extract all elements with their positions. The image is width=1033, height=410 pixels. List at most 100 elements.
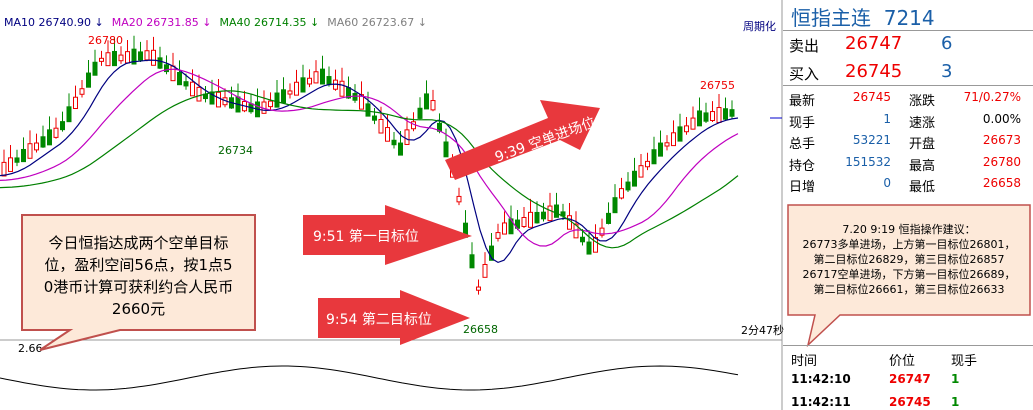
callout-line: 今日恒指达成两个空单目标 bbox=[48, 234, 229, 252]
candle bbox=[456, 195, 462, 203]
trade-cell: 11:42:10 bbox=[791, 372, 851, 386]
stat-value: 26658 bbox=[982, 176, 1021, 190]
candle bbox=[404, 129, 410, 145]
buy-label: 买入 bbox=[789, 65, 820, 83]
candle bbox=[378, 118, 384, 134]
stat-label: 开盘 bbox=[909, 137, 936, 152]
advice-line: 26717空单进场，下方第一目标位26689， bbox=[802, 268, 1016, 281]
candle bbox=[658, 142, 663, 157]
buy-qty: 3 bbox=[941, 61, 953, 82]
candle bbox=[131, 48, 137, 65]
candle bbox=[391, 139, 397, 146]
candle bbox=[547, 205, 553, 222]
trades-header: 现手 bbox=[951, 354, 978, 369]
trades-header: 价位 bbox=[889, 354, 916, 369]
candle bbox=[157, 57, 163, 69]
candle bbox=[138, 51, 143, 61]
price-label: 26658 bbox=[463, 323, 498, 336]
candle bbox=[619, 188, 624, 199]
arrow-target-1 bbox=[303, 205, 472, 265]
candle bbox=[112, 50, 117, 67]
candle bbox=[586, 241, 592, 255]
candle bbox=[183, 81, 189, 87]
period-label: 周期化 bbox=[743, 19, 776, 33]
candle bbox=[53, 127, 59, 138]
trades-header: 时间 bbox=[791, 354, 818, 369]
candle bbox=[443, 141, 449, 158]
ma-value: 26740.90 bbox=[38, 16, 92, 29]
candle bbox=[580, 236, 585, 243]
candle bbox=[534, 211, 540, 224]
candle bbox=[541, 211, 546, 220]
candle bbox=[567, 215, 572, 230]
candle bbox=[664, 142, 670, 147]
advice-text: 7.20 9:19 恒指操作建议： 26773多单进场，上方第一目标位26801，… bbox=[788, 222, 1030, 297]
trade-cell: 1 bbox=[951, 372, 960, 386]
candle bbox=[677, 126, 683, 142]
candle bbox=[118, 54, 124, 62]
candle bbox=[606, 212, 611, 224]
arrow-label: 9:51 第一目标位 bbox=[313, 228, 419, 245]
ma-value: 26731.85 bbox=[146, 16, 199, 29]
candle bbox=[34, 142, 39, 151]
ma-line bbox=[0, 365, 739, 391]
candle bbox=[729, 109, 735, 117]
candle bbox=[365, 103, 371, 117]
advice-line: 第二目标位26661，第三目标位26633 bbox=[813, 283, 1005, 296]
stat-value: 0 bbox=[883, 176, 891, 190]
candle bbox=[684, 125, 689, 133]
candle bbox=[99, 57, 104, 62]
callout-text: 今日恒指达成两个空单目标 位，盈利空间56点，按1点5 0港币计算可获利约合人民币 2… bbox=[22, 232, 255, 320]
candle bbox=[554, 204, 559, 218]
code: 7214 bbox=[883, 6, 935, 30]
divider bbox=[783, 85, 1033, 86]
candle bbox=[326, 76, 332, 86]
ma-item: MA40 26714.35 ↓ bbox=[219, 16, 319, 29]
candle bbox=[385, 127, 390, 142]
instrument: 恒指主连 bbox=[791, 6, 871, 30]
ma-value: 26723.67 bbox=[361, 16, 415, 29]
candle bbox=[521, 216, 527, 228]
candle bbox=[632, 170, 637, 187]
stat-label: 现手 bbox=[789, 115, 816, 131]
sell-label: 卖出 bbox=[789, 37, 820, 55]
candle bbox=[287, 90, 293, 95]
ma-line bbox=[0, 68, 739, 247]
candle bbox=[339, 80, 345, 97]
candle bbox=[164, 64, 169, 73]
candle bbox=[352, 93, 358, 101]
trade-cell: 26747 bbox=[889, 372, 931, 386]
candle bbox=[47, 129, 52, 146]
candle bbox=[313, 71, 319, 84]
candle bbox=[268, 100, 273, 108]
candle bbox=[651, 149, 657, 165]
candle bbox=[170, 65, 176, 82]
divider bbox=[783, 30, 1033, 31]
stat-label: 持仓 bbox=[789, 158, 816, 174]
ma-label: MA20 bbox=[111, 16, 143, 29]
ma-line bbox=[0, 90, 739, 249]
candle bbox=[424, 93, 429, 110]
divider bbox=[783, 345, 1033, 346]
candle bbox=[502, 222, 507, 235]
candle bbox=[105, 52, 111, 67]
arrows bbox=[303, 100, 600, 345]
candle bbox=[417, 107, 423, 119]
candle bbox=[716, 107, 722, 123]
candle bbox=[73, 96, 78, 110]
stat-value: 0.00% bbox=[982, 111, 1021, 126]
ma-item: MA60 26723.67 ↓ bbox=[327, 16, 427, 29]
chart-bg bbox=[0, 0, 782, 410]
stat-value: 151532 bbox=[845, 154, 891, 169]
candle bbox=[697, 110, 702, 127]
candle bbox=[645, 160, 650, 168]
advice-line: 26773多单进场，上方第一目标位26801， bbox=[802, 238, 1016, 251]
quote-panel: 恒指主连 7214 卖出 26747 6 买入 26745 3 最新 26745 涨… bbox=[783, 0, 1033, 410]
ma-arrow: ↓ bbox=[91, 16, 104, 29]
advice-box bbox=[787, 204, 1031, 348]
ma-label: MA40 bbox=[219, 16, 251, 29]
candle bbox=[476, 286, 481, 291]
stat-label: 最低 bbox=[909, 180, 936, 195]
price-label: 26780 bbox=[88, 34, 123, 47]
candle bbox=[281, 89, 286, 104]
